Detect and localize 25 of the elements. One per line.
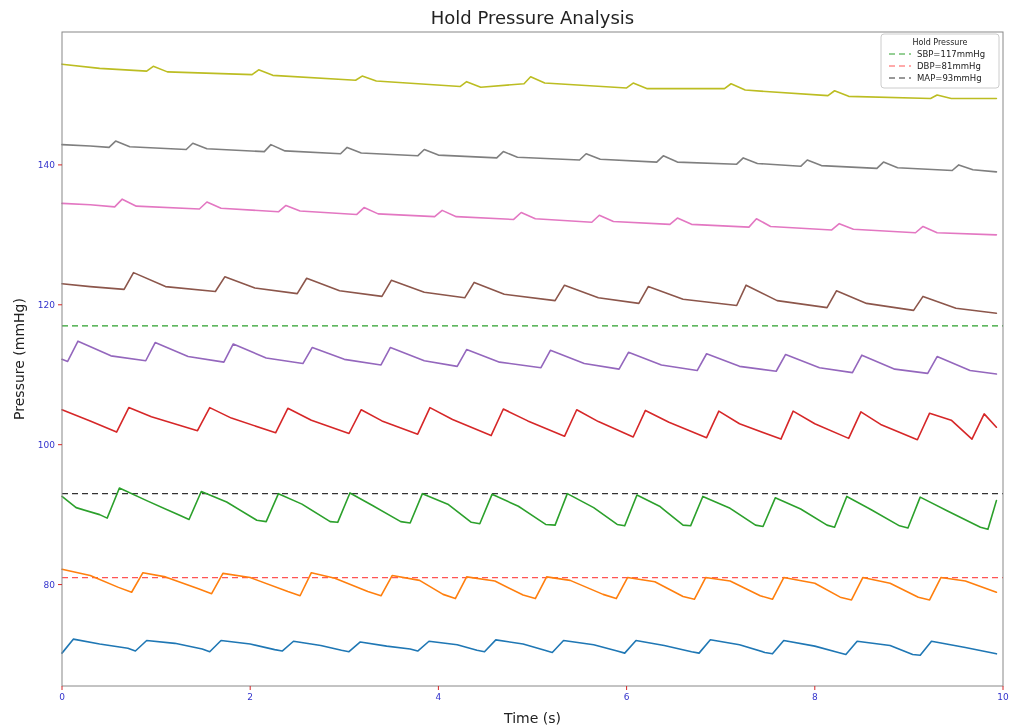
x-tick-label: 0 [59, 692, 66, 702]
legend-label: DBP=81mmHg [917, 61, 981, 71]
y-tick-label: 80 [43, 579, 56, 590]
chart-title: Hold Pressure Analysis [430, 7, 635, 28]
line-series [61, 406, 998, 441]
y-axis-title: Pressure (mmHg) [11, 298, 27, 420]
x-tick-label: 10 [997, 692, 1009, 702]
line-series [61, 568, 998, 601]
x-tick-label: 8 [811, 692, 818, 702]
x-axis-title: Time (s) [503, 710, 561, 726]
line-series [61, 487, 998, 531]
y-tick-label: 100 [37, 439, 56, 450]
line-series [61, 271, 998, 314]
line-series [61, 638, 998, 657]
line-series [61, 198, 998, 236]
line-series [61, 340, 998, 375]
line-series [61, 63, 998, 100]
legend-label: MAP=93mmHg [917, 73, 982, 83]
legend-title: Hold Pressure [912, 38, 968, 47]
y-tick-label: 140 [37, 159, 56, 170]
x-tick-label: 6 [623, 692, 630, 702]
legend-label: SBP=117mmHg [917, 49, 986, 59]
y-tick-label: 120 [37, 299, 56, 310]
x-tick-label: 2 [247, 692, 254, 702]
x-tick-label: 4 [435, 692, 442, 702]
